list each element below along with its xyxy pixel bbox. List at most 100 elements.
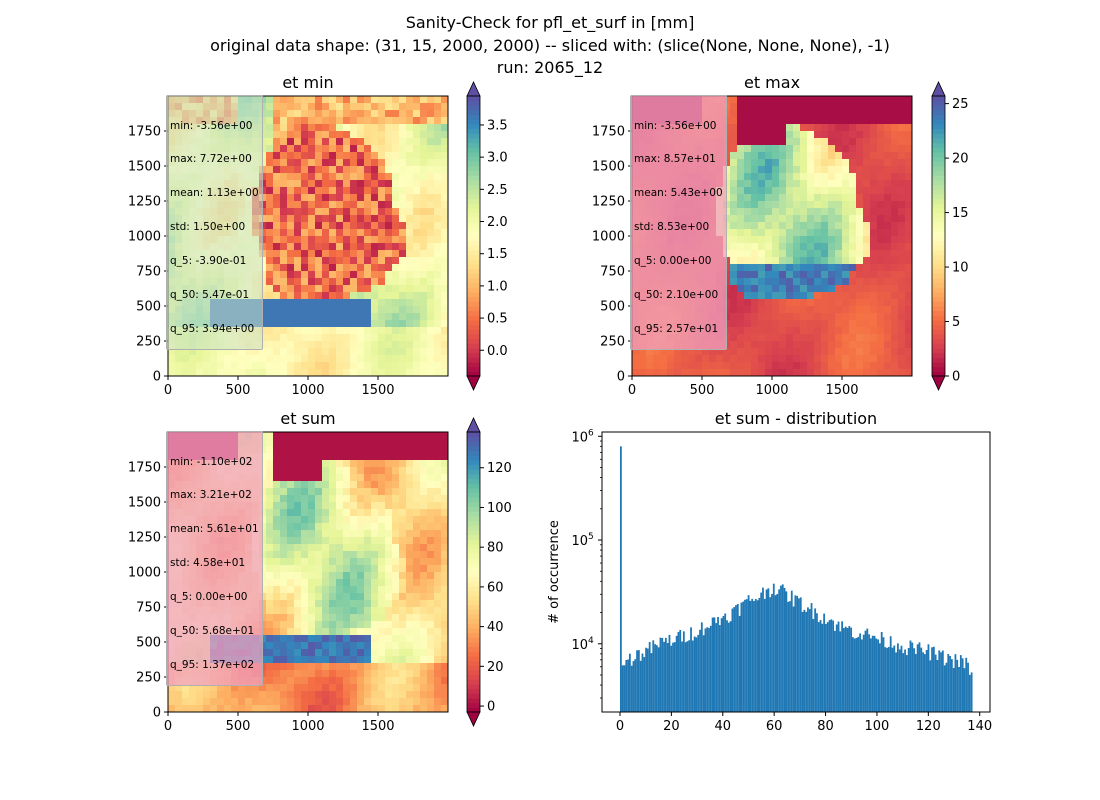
heatmap-cell (905, 292, 913, 300)
heatmap-cell (870, 131, 878, 139)
heatmap-cell (413, 453, 421, 461)
heatmap-cell (329, 481, 337, 489)
colorbar-segment (467, 226, 480, 232)
heatmap-cell (329, 229, 337, 237)
heatmap-cell (280, 509, 288, 517)
heatmap-cell (413, 138, 421, 146)
heatmap-cell (350, 166, 358, 174)
heatmap-cell (413, 166, 421, 174)
heatmap-cell (420, 544, 428, 552)
heatmap-cell (420, 159, 428, 167)
heatmap-cell (793, 187, 801, 195)
heatmap-cell (737, 250, 745, 258)
heatmap-cell (849, 194, 857, 202)
heatmap-cell (371, 159, 379, 167)
heatmap-cell (371, 264, 379, 272)
heatmap-cell (301, 264, 309, 272)
heatmap-cell (371, 691, 379, 699)
heatmap-cell (301, 334, 309, 342)
colorbar-tick-label: 3.0 (487, 151, 508, 166)
heatmap-cell (294, 96, 302, 104)
heatmap-cell (737, 201, 745, 209)
heatmap-cell (399, 271, 407, 279)
heatmap-cell (765, 145, 773, 153)
heatmap-cell (441, 124, 449, 132)
heatmap-cell (406, 509, 414, 517)
heatmap-cell (371, 334, 379, 342)
heatmap-cell (329, 159, 337, 167)
heatmap-cell (280, 523, 288, 531)
heatmap-cell (392, 292, 400, 300)
heatmap-cell (259, 446, 267, 454)
heatmap-cell (814, 166, 822, 174)
heatmap-cell (420, 355, 428, 363)
heatmap-cell (392, 250, 400, 258)
heatmap-cell (420, 96, 428, 104)
heatmap-cell (385, 474, 393, 482)
heatmap-cell (280, 145, 288, 153)
heatmap-cell (406, 635, 414, 643)
heatmap-cell (905, 138, 913, 146)
heatmap-cell (898, 229, 906, 237)
heatmap-cell (399, 159, 407, 167)
heatmap-cell (406, 614, 414, 622)
heatmap-cell (427, 355, 435, 363)
heatmap-cell (884, 236, 892, 244)
heatmap-cell (378, 691, 386, 699)
heatmap-cell (406, 502, 414, 510)
heatmap-cell (315, 635, 323, 643)
heatmap-cell (420, 523, 428, 531)
heatmap-cell (807, 159, 815, 167)
heatmap-cell (744, 271, 752, 279)
heatmap-cell (266, 180, 274, 188)
heatmap-cell (835, 159, 843, 167)
heatmap-cell (266, 159, 274, 167)
heatmap-cell (308, 656, 316, 664)
heatmap-cell (357, 369, 365, 377)
heatmap-cell (758, 124, 766, 132)
heatmap-cell (392, 257, 400, 265)
heatmap-cell (343, 579, 351, 587)
heatmap-cell (294, 537, 302, 545)
heatmap-cell (266, 152, 274, 160)
heatmap-cell (800, 334, 808, 342)
heatmap-cell (821, 285, 829, 293)
heatmap-cell (849, 208, 857, 216)
heatmap-cell (322, 670, 330, 678)
heatmap-cell (357, 474, 365, 482)
heatmap-cell (392, 334, 400, 342)
heatmap-cell (702, 355, 710, 363)
heatmap-cell (406, 467, 414, 475)
heatmap-cell (765, 257, 773, 265)
heatmap-cell (814, 145, 822, 153)
heatmap-cell (280, 698, 288, 706)
heatmap-cell (758, 159, 766, 167)
heatmap-cell (308, 285, 316, 293)
heatmap-cell (371, 145, 379, 153)
heatmap-cell (371, 635, 379, 643)
colorbar-segment (932, 245, 945, 251)
heatmap-cell (336, 264, 344, 272)
heatmap-cell (758, 187, 766, 195)
heatmap-cell (231, 369, 239, 377)
heatmap-cell (779, 131, 787, 139)
heatmap-cell (420, 551, 428, 559)
heatmap-cell (357, 509, 365, 517)
colorbar-segment (467, 273, 480, 279)
heatmap-cell (357, 586, 365, 594)
heatmap-cell (406, 691, 414, 699)
heatmap-cell (730, 152, 738, 160)
heatmap-cell (877, 236, 885, 244)
heatmap-cell (322, 327, 330, 335)
heatmap-cell (322, 614, 330, 622)
heatmap-cell (357, 691, 365, 699)
heatmap-cell (294, 642, 302, 650)
heatmap-cell (273, 586, 281, 594)
heatmap-cell (238, 369, 246, 377)
heatmap-cell (259, 621, 267, 629)
heatmap-cell (441, 481, 449, 489)
heatmap-cell (716, 369, 724, 377)
heatmap-cell (905, 278, 913, 286)
heatmap-cell (259, 327, 267, 335)
heatmap-cell (273, 292, 281, 300)
